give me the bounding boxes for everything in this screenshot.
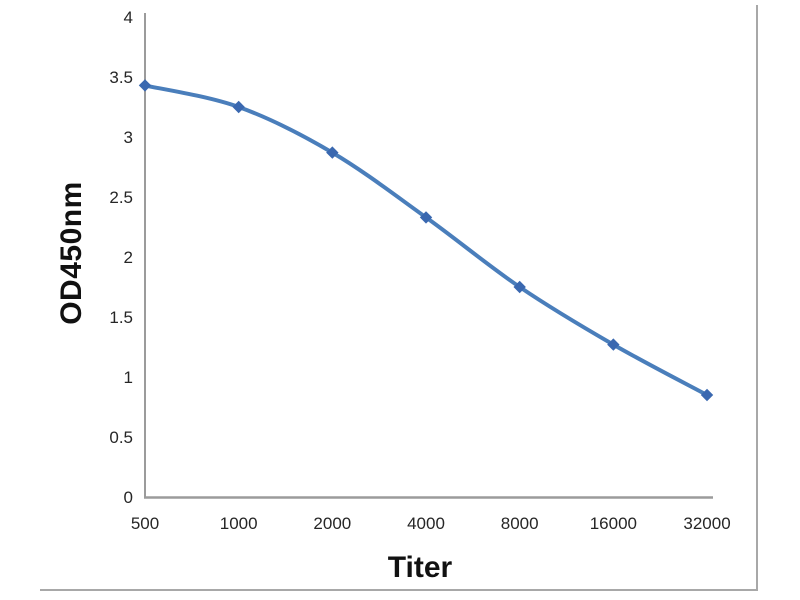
data-point-marker <box>607 338 620 351</box>
y-tick-label: 1.5 <box>109 308 133 327</box>
y-tick-label: 1 <box>124 368 133 387</box>
x-tick-label: 32000 <box>683 514 730 533</box>
x-tick-label: 2000 <box>313 514 351 533</box>
x-axis-title: Titer <box>387 551 453 584</box>
x-tick-label: 8000 <box>501 514 539 533</box>
data-point-marker <box>138 79 152 92</box>
y-tick-label: 4 <box>124 8 133 27</box>
image-border-bottom <box>40 589 758 591</box>
x-tick-label: 500 <box>131 514 159 533</box>
data-point-marker <box>513 280 526 294</box>
series-line <box>143 83 710 397</box>
data-point-marker <box>700 388 714 402</box>
x-tick-label: 4000 <box>407 514 445 533</box>
y-tick-label: 0.5 <box>109 428 133 447</box>
y-tick-label: 2 <box>124 248 133 267</box>
data-point-marker <box>326 146 339 159</box>
y-axis-title: OD450nm <box>55 181 88 325</box>
y-tick-label: 3.5 <box>109 68 133 87</box>
x-tick-label: 16000 <box>590 514 637 533</box>
data-point-marker <box>419 211 433 224</box>
image-border-right <box>756 5 758 591</box>
x-tick-label: 1000 <box>220 514 258 533</box>
y-tick-label: 2.5 <box>109 188 133 207</box>
y-tick-label: 3 <box>124 128 133 147</box>
y-tick-label: 0 <box>124 488 133 507</box>
data-point-marker <box>232 100 245 114</box>
